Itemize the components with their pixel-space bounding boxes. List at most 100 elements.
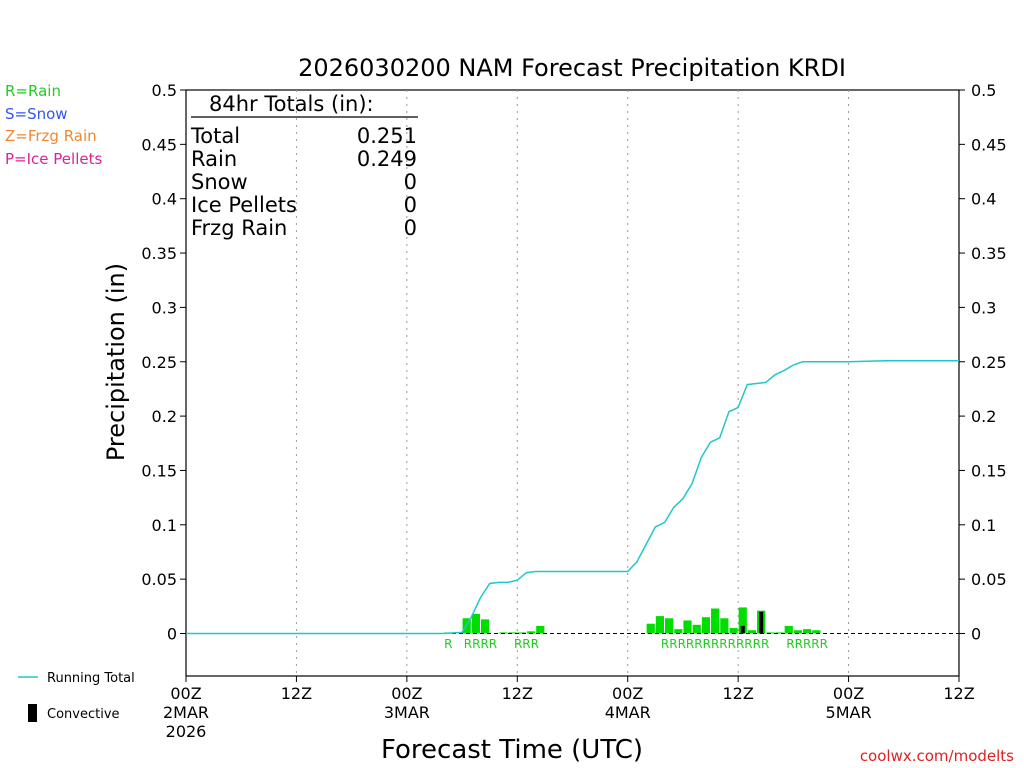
x-tick-label: 12Z: [281, 684, 312, 703]
precip-type-label: RRR: [514, 637, 539, 651]
precip-bar-h32: [471, 613, 480, 634]
x-tick-label: 00Z: [391, 684, 422, 703]
totals-label-frzg-rain: Frzg Rain: [191, 216, 287, 240]
y-tick-label-right: 0.5: [971, 81, 996, 100]
y-axis: 0 00.05 0.050.1 0.10.15 0.150.2 0.20.25 0.250.…: [141, 81, 1006, 644]
precip-bar-h33: [480, 619, 490, 634]
precip-bar-h37: [517, 632, 526, 634]
precip-type-label: RRRRRRRRRRRRR: [661, 637, 769, 651]
x-tick-label: 2MAR: [163, 703, 209, 722]
convective-legend-label: Convective: [47, 707, 120, 722]
y-tick-label-left: 0.15: [141, 461, 177, 480]
x-tick-label: 12Z: [502, 684, 533, 703]
running-total-line: [186, 359, 959, 635]
precip-bar-h36: [508, 632, 517, 634]
y-tick-label-right: 0.3: [971, 298, 996, 317]
totals-value-total: 0.251: [357, 124, 417, 148]
precip-bar-h51: [646, 623, 655, 634]
legend-rain: R=Rain: [5, 82, 61, 100]
totals-value-rain: 0.249: [357, 147, 417, 171]
x-tick-label: 00Z: [612, 684, 643, 703]
y-tick-label-left: 0.35: [141, 244, 177, 263]
totals-header: 84hr Totals (in):: [209, 92, 374, 116]
y-tick-label-left: 0.5: [152, 81, 177, 100]
credit: coolwx.com/modelts: [860, 747, 1014, 765]
totals-value-frzg-rain: 0: [404, 216, 417, 240]
y-tick-label-right: 0.2: [971, 407, 996, 426]
x-tick-label: 12Z: [722, 684, 753, 703]
x-tick-label: 5MAR: [826, 703, 872, 722]
totals-label-snow: Snow: [191, 170, 248, 194]
precip-type-label: R: [444, 637, 452, 651]
plot-area: [185, 89, 960, 677]
y-tick-label-right: 0.45: [971, 135, 1007, 154]
precip-bar-h56: [692, 624, 701, 634]
precip-bar-h39: [536, 625, 545, 634]
precip-bar-h54: [674, 629, 683, 634]
precip-bar-h60: [729, 628, 738, 634]
precip-bar-h67: [793, 630, 803, 634]
precip-bar-h59: [720, 618, 729, 634]
legend-ice-pellets: P=Ice Pellets: [5, 150, 102, 168]
y-axis-label: Precipitation (in): [102, 263, 130, 461]
totals-label-total: Total: [190, 124, 240, 148]
y-tick-label-left: 0: [167, 625, 177, 644]
precip-type-label: RRRR: [464, 637, 497, 651]
precip-bar-h61: [738, 607, 747, 634]
convective-bar-h61: [740, 625, 745, 634]
precip-bar-h35: [499, 632, 508, 634]
y-tick-label-left: 0.1: [152, 516, 177, 535]
chart-title: 2026030200 NAM Forecast Precipitation KR…: [298, 54, 846, 82]
type-labels: R RRRR RRR RRRRRRRRRRRRR RRRRR: [444, 637, 828, 651]
totals-label-ice-pellets: Ice Pellets: [191, 193, 297, 217]
precip-bar-h69: [812, 630, 821, 634]
precip-bar-h66: [784, 625, 793, 634]
x-tick-label: 4MAR: [605, 703, 651, 722]
y-tick-label-left: 0.3: [152, 298, 177, 317]
precip-bar-h57: [701, 617, 711, 634]
precip-bar-h68: [803, 629, 812, 634]
convective-bar-h63: [759, 611, 764, 634]
totals-value-snow: 0: [404, 170, 417, 194]
legend-snow: S=Snow: [5, 105, 68, 123]
y-tick-label-right: 0.4: [971, 190, 996, 209]
x-tick-label: 2026: [166, 722, 207, 741]
totals-label-rain: Rain: [191, 147, 237, 171]
y-tick-label-left: 0.2: [152, 407, 177, 426]
type-legend: R=Rain S=Snow Z=Frzg Rain P=Ice Pellets: [5, 82, 102, 168]
y-tick-label-right: 0.1: [971, 516, 996, 535]
x-axis-label: Forecast Time (UTC): [381, 735, 643, 765]
precip-bar-h38: [526, 631, 536, 634]
precip-bar-h53: [665, 618, 674, 634]
convective-bars: [740, 611, 764, 634]
running-total-legend-label: Running Total: [47, 671, 135, 686]
y-tick-label-right: 0: [971, 625, 981, 644]
precip-bar-h64: [766, 632, 775, 634]
series-legend: Running Total Convective: [18, 671, 135, 722]
y-tick-label-left: 0.4: [152, 190, 177, 209]
convective-legend-swatch: [28, 704, 37, 722]
x-tick-label: 12Z: [943, 684, 974, 703]
precip-bar-h65: [775, 632, 784, 634]
y-tick-label-right: 0.15: [971, 461, 1007, 480]
y-tick-label-left: 0.05: [141, 570, 177, 589]
y-tick-label-right: 0.25: [971, 353, 1007, 372]
x-tick-label: 00Z: [170, 684, 201, 703]
precip-bar-h52: [655, 616, 665, 634]
y-tick-label-left: 0.45: [141, 135, 177, 154]
totals-value-ice-pellets: 0: [404, 193, 417, 217]
precip-bar-h58: [711, 608, 720, 634]
precip-type-label: RRRRR: [786, 637, 828, 651]
x-tick-label: 3MAR: [384, 703, 430, 722]
y-tick-label-right: 0.05: [971, 570, 1007, 589]
y-tick-label-left: 0.25: [141, 353, 177, 372]
precip-bar-h55: [683, 620, 692, 634]
y-tick-label-right: 0.35: [971, 244, 1007, 263]
x-tick-label: 00Z: [833, 684, 864, 703]
totals-box: 84hr Totals (in): Total 0.251 Rain 0.249…: [190, 92, 418, 240]
precip-bar-h62: [747, 630, 757, 634]
bars: [444, 607, 821, 634]
legend-frzg-rain: Z=Frzg Rain: [5, 127, 97, 145]
